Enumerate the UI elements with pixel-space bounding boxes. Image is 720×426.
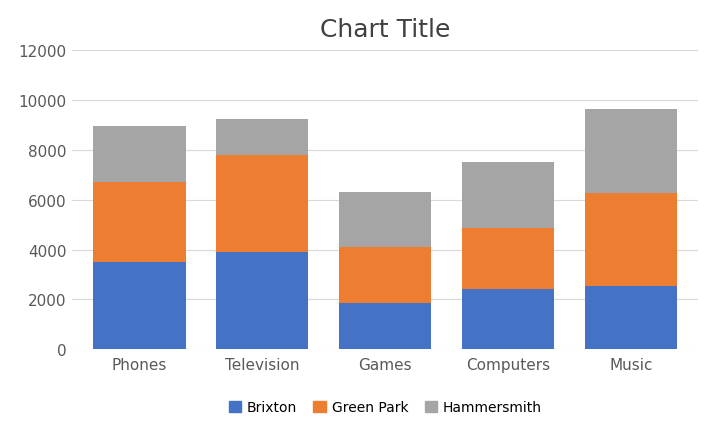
Bar bbox=[462, 163, 554, 229]
Bar bbox=[585, 109, 677, 194]
Bar bbox=[339, 193, 431, 248]
Legend: Brixton, Green Park, Hammersmith: Brixton, Green Park, Hammersmith bbox=[223, 395, 547, 420]
Bar bbox=[94, 127, 186, 183]
Bar bbox=[216, 252, 308, 349]
Bar bbox=[94, 262, 186, 349]
Bar bbox=[339, 248, 431, 303]
Bar bbox=[339, 303, 431, 349]
Bar bbox=[94, 183, 186, 262]
Bar bbox=[216, 119, 308, 155]
Bar bbox=[585, 286, 677, 349]
Bar bbox=[216, 155, 308, 252]
Bar bbox=[462, 290, 554, 349]
Bar bbox=[462, 229, 554, 290]
Bar bbox=[585, 194, 677, 286]
Title: Chart Title: Chart Title bbox=[320, 18, 451, 42]
